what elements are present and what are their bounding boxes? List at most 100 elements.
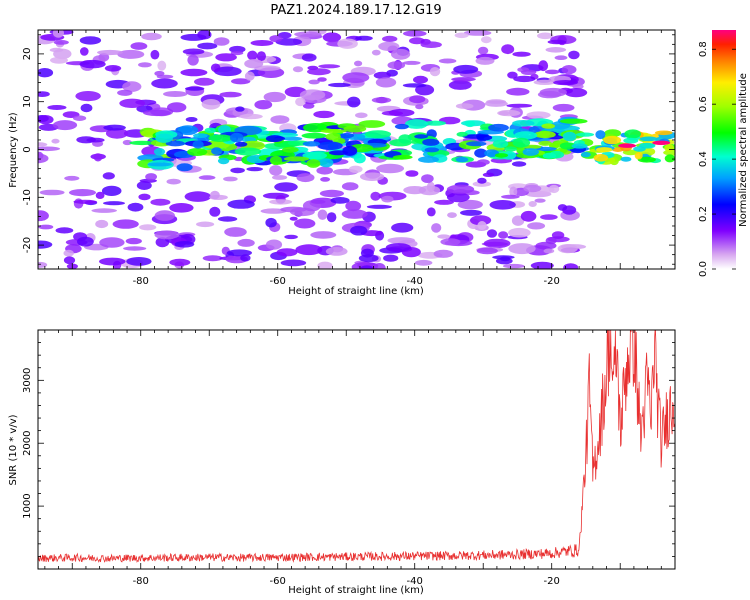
spectrogram-band xyxy=(394,123,409,130)
spectrogram-blob xyxy=(295,244,323,256)
spectrogram-blob xyxy=(284,234,298,240)
spectrogram-blob xyxy=(341,209,368,219)
x-tick-label: -60 xyxy=(270,276,286,287)
spectrogram-blob xyxy=(47,105,67,110)
spectrogram-blob xyxy=(509,186,518,197)
spectrogram-blob xyxy=(143,109,171,117)
spectrogram-blob xyxy=(197,42,218,50)
spectrogram-blob xyxy=(451,77,476,82)
spectrogram-blob xyxy=(270,115,290,124)
spectrogram-blob xyxy=(154,210,175,221)
spectrogram-blob xyxy=(477,46,489,55)
spectrogram-blob xyxy=(530,261,554,269)
spectrogram-blob xyxy=(274,182,298,192)
spectrogram-blob xyxy=(376,163,405,174)
spectrogram-blob xyxy=(166,178,181,185)
spectrogram-blob xyxy=(185,117,198,122)
spectrogram-blob xyxy=(438,58,457,64)
spectrogram-blob xyxy=(483,238,511,249)
spectrogram-blob xyxy=(545,47,567,53)
spectrogram-blob xyxy=(150,49,160,60)
spectrogram-band xyxy=(282,146,299,153)
spectrogram-blob xyxy=(420,41,442,48)
spectrogram-band xyxy=(211,147,223,155)
spectrogram-blob xyxy=(513,75,536,83)
spectrogram-blob xyxy=(157,60,167,71)
spectrogram-blob xyxy=(91,208,117,213)
spectrogram-blob xyxy=(125,237,142,245)
spectrogram-blob xyxy=(196,221,215,228)
spectrogram-blob xyxy=(318,64,341,69)
spectrogram-blob xyxy=(477,177,487,184)
x-tick-label: -60 xyxy=(270,576,286,587)
spectrogram-blob xyxy=(151,78,178,89)
spectrogram-blob xyxy=(263,91,286,103)
spectrogram-blob xyxy=(77,236,94,247)
spectrogram-blob xyxy=(405,170,419,177)
spectrogram-blob xyxy=(210,190,220,200)
spectrogram-blob xyxy=(55,227,74,234)
spectrogram-blob xyxy=(256,51,266,61)
spectrogram-blob xyxy=(244,71,255,81)
spectrogram-blob xyxy=(360,172,385,181)
spectrogram-band xyxy=(562,131,577,142)
spectrogram-blob xyxy=(296,173,315,183)
spectrogram-band xyxy=(317,141,343,151)
spectrogram-strong-signal xyxy=(620,156,632,162)
spectrogram-blob xyxy=(280,206,307,213)
spectrogram-blob xyxy=(317,209,328,220)
spectrogram-blob xyxy=(310,199,326,204)
figure-title: PAZ1.2024.189.17.12.G19 xyxy=(270,3,441,18)
spectrogram-blob xyxy=(130,42,148,50)
y-tick-label: 20 xyxy=(22,48,33,61)
spectrogram-blob xyxy=(229,45,246,53)
spectrogram-band xyxy=(522,148,539,156)
colorbar-tick-label: 0.8 xyxy=(698,41,709,57)
spectrogram-strong-signal xyxy=(624,129,642,139)
spectrogram-blob xyxy=(373,71,392,79)
spectrogram-blob xyxy=(198,175,216,180)
colorbar: 0.0 0.2 0.4 0.6 0.8 Normalized spectral ampl… xyxy=(698,30,749,277)
spectrogram-blob xyxy=(50,56,68,64)
spectrogram-blob xyxy=(508,243,536,255)
spectrogram-blob xyxy=(308,79,320,85)
spectrogram-band xyxy=(153,148,166,156)
spectrogram-blob xyxy=(63,249,74,257)
spectrogram-band xyxy=(147,162,172,167)
spectrogram-band xyxy=(325,132,341,141)
snr-frame xyxy=(37,329,676,570)
spectrogram-strong-signal xyxy=(596,147,613,153)
spectrogram-blob xyxy=(501,194,520,199)
spectrogram-band xyxy=(488,123,509,132)
colorbar-ticks: 0.0 0.2 0.4 0.6 0.8 xyxy=(698,41,736,277)
spectrogram-blob xyxy=(320,177,331,182)
spectrogram-blob xyxy=(80,47,89,56)
spectrogram-blob xyxy=(402,83,427,88)
spectrogram-blob xyxy=(38,115,54,125)
spectrogram-blob xyxy=(319,189,344,198)
spectrogram-blob xyxy=(38,240,53,249)
spectrogram-blob xyxy=(520,210,537,222)
y-tick-label: 10 xyxy=(22,95,33,108)
spectrogram-blob xyxy=(294,31,322,38)
spectrogram-blob xyxy=(507,71,518,79)
spectrogram-blob xyxy=(102,172,115,180)
spectrogram-blob xyxy=(38,146,60,152)
spectrogram-blob xyxy=(230,51,244,56)
spectrogram-blob xyxy=(202,255,223,262)
spectrogram-blob xyxy=(486,229,498,238)
spectrogram-band xyxy=(414,134,428,139)
spectrogram-blob xyxy=(342,72,370,83)
snr-panel: -80 -60 -40 -20 1000 2000 3000 Height of strai… xyxy=(8,329,676,596)
snr-x-label: Height of straight line (km) xyxy=(288,585,424,596)
spectrogram-blob xyxy=(391,48,411,60)
snr-ticks: -80 -60 -40 -20 1000 2000 3000 xyxy=(22,329,676,587)
spectrogram-blob xyxy=(163,91,188,97)
spectrogram-band xyxy=(474,148,488,158)
spectrogram-blob xyxy=(548,184,560,194)
spectrogram-blob xyxy=(38,68,54,78)
spectrogram-blob xyxy=(383,254,399,262)
spectrogram-blob xyxy=(355,112,368,119)
spectrogram-band xyxy=(269,155,283,166)
spectrogram-blob xyxy=(122,81,142,92)
